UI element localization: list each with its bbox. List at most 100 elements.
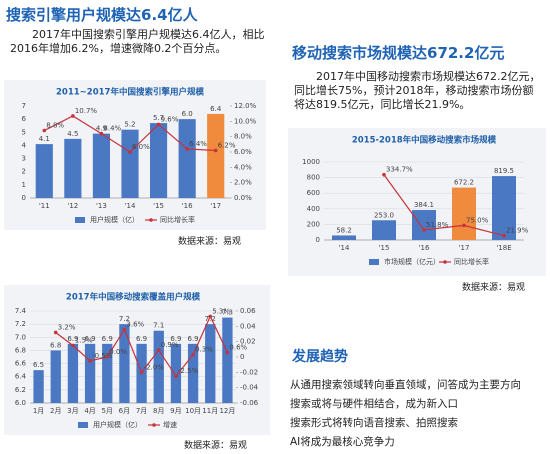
bar — [170, 343, 182, 403]
bar-label: 6.4 — [210, 105, 222, 113]
line-label: 6.0% — [132, 143, 150, 151]
legend-label: 用户规模（亿） — [93, 420, 142, 429]
y2-tick-label: 0.0% — [234, 194, 252, 202]
y-tick-label: 7 — [22, 102, 26, 110]
bar — [102, 343, 113, 403]
line-label: 0.0% — [109, 348, 127, 356]
bar-label: 6.9 — [170, 335, 181, 343]
line-point — [42, 128, 47, 133]
line-point — [382, 172, 386, 177]
line-point — [185, 147, 189, 151]
line-label: -2.0% — [144, 363, 165, 371]
bar — [178, 119, 196, 198]
bar-label: 819.5 — [494, 167, 514, 175]
y2-tick-label: 10.0% — [234, 117, 257, 125]
x-tick-label: 8月 — [153, 407, 164, 415]
line-label: 6.2% — [218, 141, 236, 149]
y2-tick-label: 8.0% — [234, 133, 252, 141]
x-tick-label: '17 — [459, 244, 470, 252]
y-tick-label: 800 — [307, 174, 320, 182]
bar-label: 7.1 — [153, 322, 164, 330]
x-tick-label: 4月 — [84, 407, 95, 415]
section-text: 2017年中国搜索引擎用户规模达6.4亿人，相比2016年增加6.2%，增速微降… — [10, 28, 265, 55]
bar — [222, 317, 233, 403]
chart: 2015-2018年中国移动搜索市场规模 0 200 400 600 800 1000 '14… — [288, 128, 546, 276]
line-label: -0.5% — [92, 352, 113, 360]
bar — [207, 113, 225, 198]
y-tick-label: 6.4 — [15, 373, 27, 381]
line-label: 8.4% — [103, 125, 121, 133]
line-point — [53, 330, 58, 335]
bar — [92, 133, 110, 198]
section-text: 2017年中国移动搜索市场规模达672.2亿元，同比增长75%，预计2018年，… — [294, 70, 541, 111]
legend-label: 同比增长率 — [454, 257, 489, 266]
line-point — [174, 374, 178, 378]
chart-title: 2011~2017年中国搜索引擎用户规模 — [56, 87, 204, 98]
line-point — [422, 228, 426, 232]
chart: 2017年中国移动搜索覆盖用户规模 6.0 6.2 6.4 6.6 6.8 7.0 7.2 7.… — [4, 285, 270, 435]
y-tick-label: 6.6 — [15, 360, 27, 368]
bar-label: 58.2 — [336, 226, 352, 234]
y-tick-label: 0 — [22, 194, 26, 202]
bar — [492, 176, 516, 240]
bar — [372, 220, 396, 240]
legend-swatch — [152, 423, 156, 427]
y-tick-label: 200 — [307, 220, 320, 228]
y-tick-label: 7.0 — [15, 333, 26, 341]
legend-label: 同比增长率 — [160, 215, 195, 224]
line-label: 75.0% — [466, 216, 489, 224]
line-point — [71, 114, 75, 118]
chart-title: 2015-2018年中国移动搜索市场规模 — [352, 135, 497, 146]
bar — [150, 123, 168, 198]
line-label: 1.5% — [75, 337, 93, 345]
bar-label: 384.1 — [414, 201, 434, 209]
bar-label: 4.9 — [96, 125, 107, 133]
source: 数据来源：易观 — [462, 283, 526, 293]
bar-label: 6.8 — [50, 341, 61, 349]
y2-tick-label: 6.0% — [234, 148, 252, 156]
line-point — [122, 327, 127, 332]
y-tick-label: 3 — [22, 155, 26, 163]
line-point — [225, 350, 230, 355]
y-tick-label: 0 — [316, 236, 320, 244]
bar — [33, 370, 44, 403]
y2-tick-label: 0.04 — [240, 322, 256, 330]
bar-label: 7.3 — [222, 309, 233, 317]
line-point — [191, 352, 195, 357]
line-point — [156, 348, 161, 352]
y2-tick-label: 0.02 — [240, 338, 256, 346]
x-tick-label: '12 — [67, 202, 78, 210]
section-title: 移动搜索市场规模达672.2亿元 — [292, 44, 505, 62]
x-tick-label: '13 — [96, 202, 107, 210]
x-tick-label: 12月 — [219, 407, 235, 415]
bar-label: 6.9 — [136, 335, 147, 343]
bar — [153, 330, 164, 403]
trend-list: 从通用搜索领域转向垂直领域，问答成为主要方向 搜索或将与硬件相结合，成为新入口 搜索… — [290, 376, 521, 452]
line-label: 334.7% — [386, 166, 413, 174]
legend-label: 增速 — [163, 420, 177, 429]
bar-label: 6.0 — [182, 110, 193, 118]
line-point — [99, 131, 104, 136]
line-point — [128, 150, 132, 154]
y-tick-label: 1 — [22, 181, 26, 189]
line-point — [208, 314, 213, 319]
y-tick-label: 2 — [22, 168, 26, 176]
bar-label: 6.9 — [102, 335, 113, 343]
chart: 2011~2017年中国搜索引擎用户规模 0 1 2 3 4 5 6 7 0.0% 2.0% 4.0%… — [4, 80, 266, 230]
legend-label: 用户规模（亿） — [90, 215, 139, 224]
bar-label: 6.5 — [33, 361, 44, 369]
y-tick-label: 6.2 — [15, 386, 26, 394]
x-tick-label: 6月 — [119, 407, 130, 415]
legend-label: 市场规模（亿元） — [384, 257, 440, 266]
section-title: 搜索引擎用户规模达6.4亿人 — [6, 6, 198, 24]
bar-label: 253.0 — [374, 211, 394, 219]
line-label: 5.3% — [212, 307, 230, 315]
line-point — [88, 359, 92, 363]
bar — [121, 129, 139, 198]
x-tick-label: '14 — [125, 202, 136, 210]
bar-label: 4.5 — [67, 130, 78, 138]
x-tick-label: 1月 — [33, 407, 44, 415]
y-tick-label: 5 — [22, 128, 26, 136]
bar-label: 5.2 — [124, 121, 135, 129]
